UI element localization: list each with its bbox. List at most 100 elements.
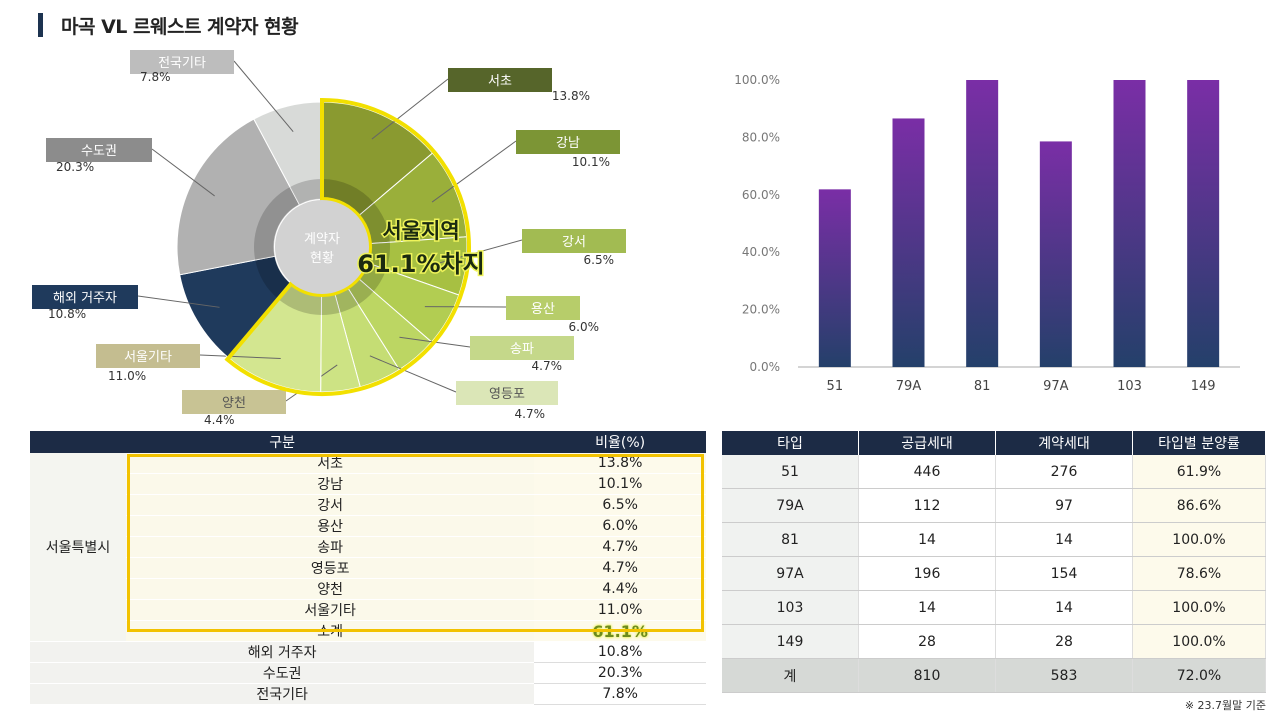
table-row: 해외 거주자 10.8% bbox=[30, 641, 706, 663]
donut-inner-ring-8 bbox=[278, 283, 322, 315]
rate-cell: 78.6% bbox=[1132, 556, 1266, 591]
y-tick-0: 0.0% bbox=[750, 360, 781, 374]
donut-chart: 서초 13.8% 강남 10.1% 강서 6.5% 용산 6.0% 송파 4.7% 영등포 4.7% 양… bbox=[32, 50, 626, 427]
rate-cell: 100.0% bbox=[1132, 590, 1266, 625]
donut-inner-ring-9 bbox=[255, 256, 292, 300]
y-tick-4: 80.0% bbox=[742, 130, 780, 144]
donut-label-box-1 bbox=[448, 68, 552, 92]
seoul-share-label-1: 서울지역 bbox=[382, 219, 459, 243]
region-ratio: 13.8% bbox=[534, 453, 706, 474]
bar-79A bbox=[892, 118, 925, 367]
table-row: 수도권 20.3% bbox=[30, 662, 706, 684]
supply-cell: 28 bbox=[858, 624, 996, 659]
donut-label-name-2: 강남 bbox=[556, 136, 580, 151]
table-row: 서울기타 11.0% bbox=[30, 599, 706, 621]
table-row: 51 446 276 61.9% bbox=[722, 455, 1266, 489]
total-row: 계 810 583 72.0% bbox=[722, 658, 1266, 693]
donut-label-box-7 bbox=[182, 390, 286, 414]
table-row: 97A 196 154 78.6% bbox=[722, 556, 1266, 591]
table-row: 용산 6.0% bbox=[30, 515, 706, 537]
table-row: 영등포 4.7% bbox=[30, 557, 706, 579]
contract-cell: 14 bbox=[995, 590, 1133, 625]
donut-label-box-11 bbox=[130, 50, 234, 74]
donut-label-value-8: 11.0% bbox=[108, 369, 146, 383]
table-row: 소계 61.1% bbox=[30, 620, 706, 642]
donut-label-name-9: 해외 거주자 bbox=[53, 291, 117, 306]
region-name: 서울기타 bbox=[126, 599, 535, 621]
donut-slice-10 bbox=[176, 118, 301, 276]
donut-label-name-5: 송파 bbox=[510, 342, 534, 357]
type-cell: 97A bbox=[722, 556, 859, 591]
table-row: 서울특별시 서초 13.8% bbox=[30, 453, 706, 642]
bar-51 bbox=[818, 189, 851, 367]
donut-inner-ring-11 bbox=[290, 179, 322, 205]
seoul-share-label-2: 61.1%차지 bbox=[357, 250, 484, 278]
donut-label-value-11: 7.8% bbox=[140, 70, 171, 84]
donut-leader-3 bbox=[439, 239, 523, 264]
donut-label-name-11: 전국기타 bbox=[158, 56, 206, 71]
region-name: 영등포 bbox=[126, 557, 535, 579]
donut-label-name-10: 수도권 bbox=[81, 144, 117, 159]
rate-cell: 86.6% bbox=[1132, 488, 1266, 523]
donut-label-value-3: 6.5% bbox=[584, 253, 615, 267]
bar-149 bbox=[1187, 80, 1220, 367]
region-name: 서초 bbox=[126, 453, 535, 474]
x-tick-51: 51 bbox=[827, 379, 844, 394]
y-tick-1: 20.0% bbox=[742, 303, 780, 317]
table-row: 송파 4.7% bbox=[30, 536, 706, 558]
region-ratio: 6.0% bbox=[534, 515, 706, 537]
donut-inner-ring-1 bbox=[322, 179, 374, 216]
donut-center-label-1: 계약자 bbox=[304, 232, 340, 247]
supply-cell: 112 bbox=[858, 488, 996, 523]
donut-leader-1 bbox=[371, 78, 449, 140]
region-ratio: 6.5% bbox=[534, 494, 706, 516]
donut-label-name-1: 서초 bbox=[488, 74, 512, 89]
donut-leader-2 bbox=[431, 140, 517, 203]
donut-label-value-6: 4.7% bbox=[515, 407, 546, 421]
donut-label-name-7: 양천 bbox=[222, 396, 246, 411]
donut-leader-9 bbox=[137, 295, 220, 308]
donut-label-box-5 bbox=[470, 336, 574, 360]
donut-label-name-4: 용산 bbox=[531, 302, 555, 317]
seoul-subtotal-value: 61.1% bbox=[592, 621, 648, 641]
donut-label-box-8 bbox=[96, 344, 200, 368]
col-header-type: 타입 bbox=[722, 431, 859, 455]
donut-inner-ring-3 bbox=[367, 242, 390, 270]
contract-cell: 154 bbox=[995, 556, 1133, 591]
type-cell: 계 bbox=[722, 658, 859, 693]
page-title: 마곡 VL 르웨스트 계약자 현황 bbox=[61, 15, 299, 38]
donut-leader-8 bbox=[199, 354, 281, 360]
x-tick-97A: 97A bbox=[1043, 379, 1069, 394]
region-ratio: 7.8% bbox=[534, 683, 706, 705]
region-ratio: 4.7% bbox=[534, 557, 706, 579]
col-header-supply: 공급세대 bbox=[858, 431, 996, 455]
table-row: 강남 10.1% bbox=[30, 473, 706, 495]
type-cell: 149 bbox=[722, 624, 859, 659]
donut-label-value-2: 10.1% bbox=[572, 155, 610, 169]
table-row: 103 14 14 100.0% bbox=[722, 590, 1266, 625]
region-name: 양천 bbox=[126, 578, 535, 600]
type-cell: 103 bbox=[722, 590, 859, 625]
region-name: 해외 거주자 bbox=[30, 641, 535, 663]
donut-center bbox=[275, 200, 369, 294]
donut-inner-ring-2 bbox=[358, 202, 390, 244]
donut-label-value-7: 4.4% bbox=[204, 413, 235, 427]
table-row: 81 14 14 100.0% bbox=[722, 522, 1266, 557]
col-header-contract: 계약세대 bbox=[995, 431, 1133, 455]
region-ratio: 4.4% bbox=[534, 578, 706, 600]
supply-cell: 14 bbox=[858, 590, 996, 625]
donut-inner-ring-7 bbox=[321, 293, 340, 315]
donut-label-value-5: 4.7% bbox=[532, 359, 563, 373]
region-ratio: 4.7% bbox=[534, 536, 706, 558]
region-name: 소계 bbox=[126, 620, 535, 642]
donut-center-label-2: 현황 bbox=[310, 251, 334, 266]
x-tick-149: 149 bbox=[1191, 379, 1216, 394]
donut-label-value-1: 13.8% bbox=[552, 89, 590, 103]
contract-cell: 28 bbox=[995, 624, 1133, 659]
donut-label-box-6 bbox=[456, 381, 558, 405]
supply-cell: 446 bbox=[858, 455, 996, 489]
col-header-ratio: 비율(%) bbox=[534, 431, 706, 453]
table-row: 149 28 28 100.0% bbox=[722, 624, 1266, 659]
donut-inner-ring-6 bbox=[334, 287, 359, 313]
bar-103 bbox=[1113, 80, 1146, 367]
